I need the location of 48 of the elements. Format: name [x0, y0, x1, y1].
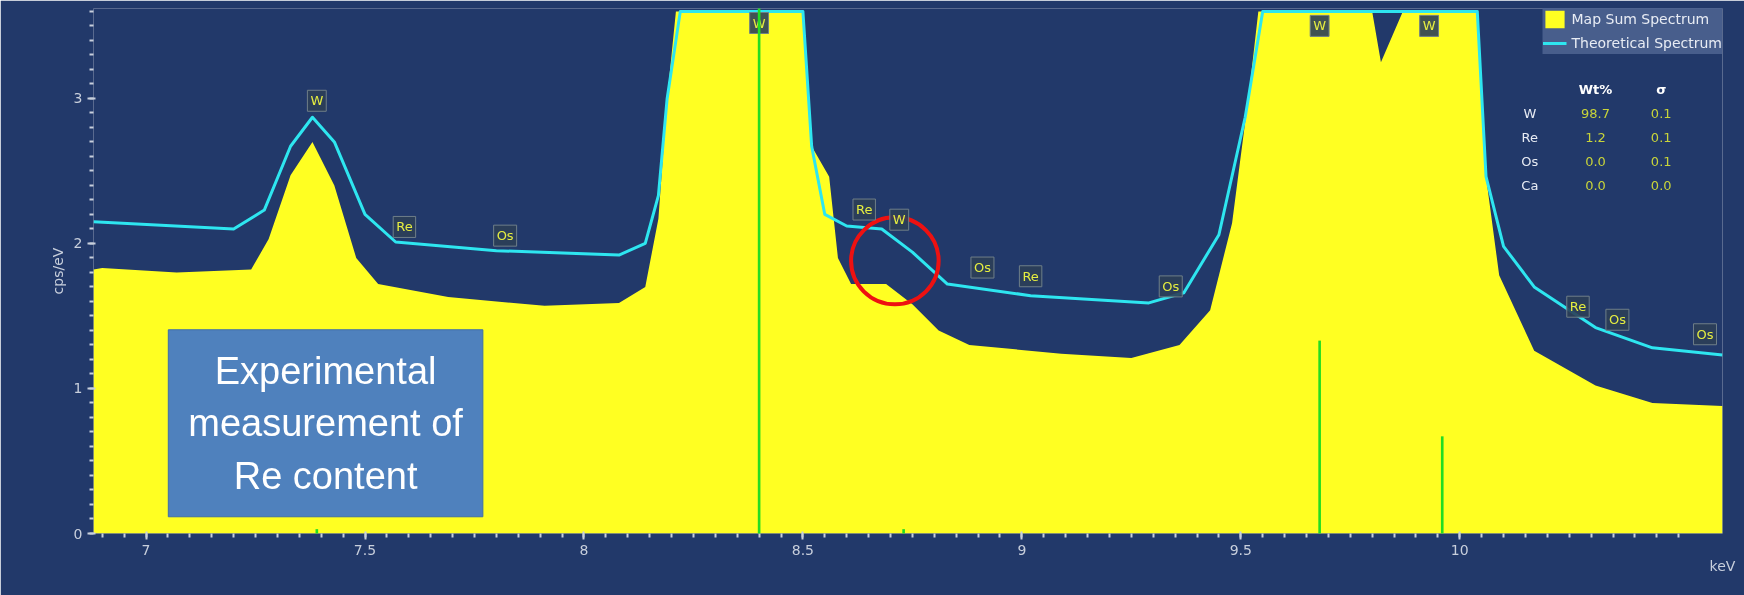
- legend-label: Theoretical Spectrum: [1571, 35, 1722, 51]
- annotation: Re: [1022, 268, 1039, 284]
- annotation: 0.0: [1585, 154, 1606, 169]
- x-tick-label: 8: [579, 541, 589, 558]
- annotation: 0.1: [1650, 130, 1672, 146]
- bar: [902, 529, 905, 534]
- annotation: 0.1: [1650, 154, 1672, 169]
- annotation: σ: [1656, 82, 1667, 98]
- annotation: Os: [496, 228, 514, 244]
- annotation: 98.7: [1581, 106, 1610, 122]
- annotation: Os: [1521, 154, 1539, 169]
- annotation: Os: [1608, 312, 1627, 328]
- annotation: Re: [1521, 130, 1539, 146]
- y-axis-title: cps/eV: [49, 247, 66, 295]
- annotation: Ca: [1521, 177, 1539, 193]
- y-tick-label: 1: [73, 380, 83, 397]
- annotation: Re: [855, 202, 873, 218]
- y-tick-label: 2: [73, 235, 83, 252]
- x-tick-label: 7.5: [353, 541, 377, 558]
- x-tick-label: 9.5: [1229, 541, 1252, 558]
- line-series: [93, 9, 1723, 357]
- x-tick-label: 10: [1450, 541, 1469, 558]
- x-tick-label: 8.5: [791, 541, 815, 558]
- annotation: 0.0: [1650, 177, 1672, 193]
- x-tick-label: 7: [141, 541, 151, 558]
- annotation: Wt%: [1578, 82, 1613, 98]
- annotation: Experimental measurement of Re content: [188, 349, 464, 497]
- annotation: W: [1422, 18, 1436, 34]
- y-tick-label: 0: [73, 525, 83, 542]
- annotation: Os: [1696, 326, 1714, 342]
- annotation: Os: [1162, 278, 1180, 294]
- bar: [1318, 340, 1321, 534]
- annotation: Re: [1569, 299, 1587, 315]
- annotation: Os: [973, 260, 992, 276]
- x-tick-label: 9: [1017, 541, 1027, 558]
- annotation: 0.0: [1585, 177, 1606, 193]
- annotation: Re: [396, 219, 413, 235]
- y-tick-label: 3: [73, 90, 83, 107]
- legend-label: Map Sum Spectrum: [1571, 11, 1710, 27]
- bar: [315, 529, 319, 534]
- annotation: 0.1: [1650, 106, 1672, 122]
- annotation: W: [1523, 106, 1537, 122]
- annotation: W: [310, 93, 324, 109]
- x-axis-title: keV: [1709, 557, 1736, 574]
- annotation: W: [892, 212, 906, 228]
- annotation: 1.2: [1585, 130, 1606, 146]
- bar: [1440, 436, 1444, 534]
- annotation: W: [1313, 18, 1327, 34]
